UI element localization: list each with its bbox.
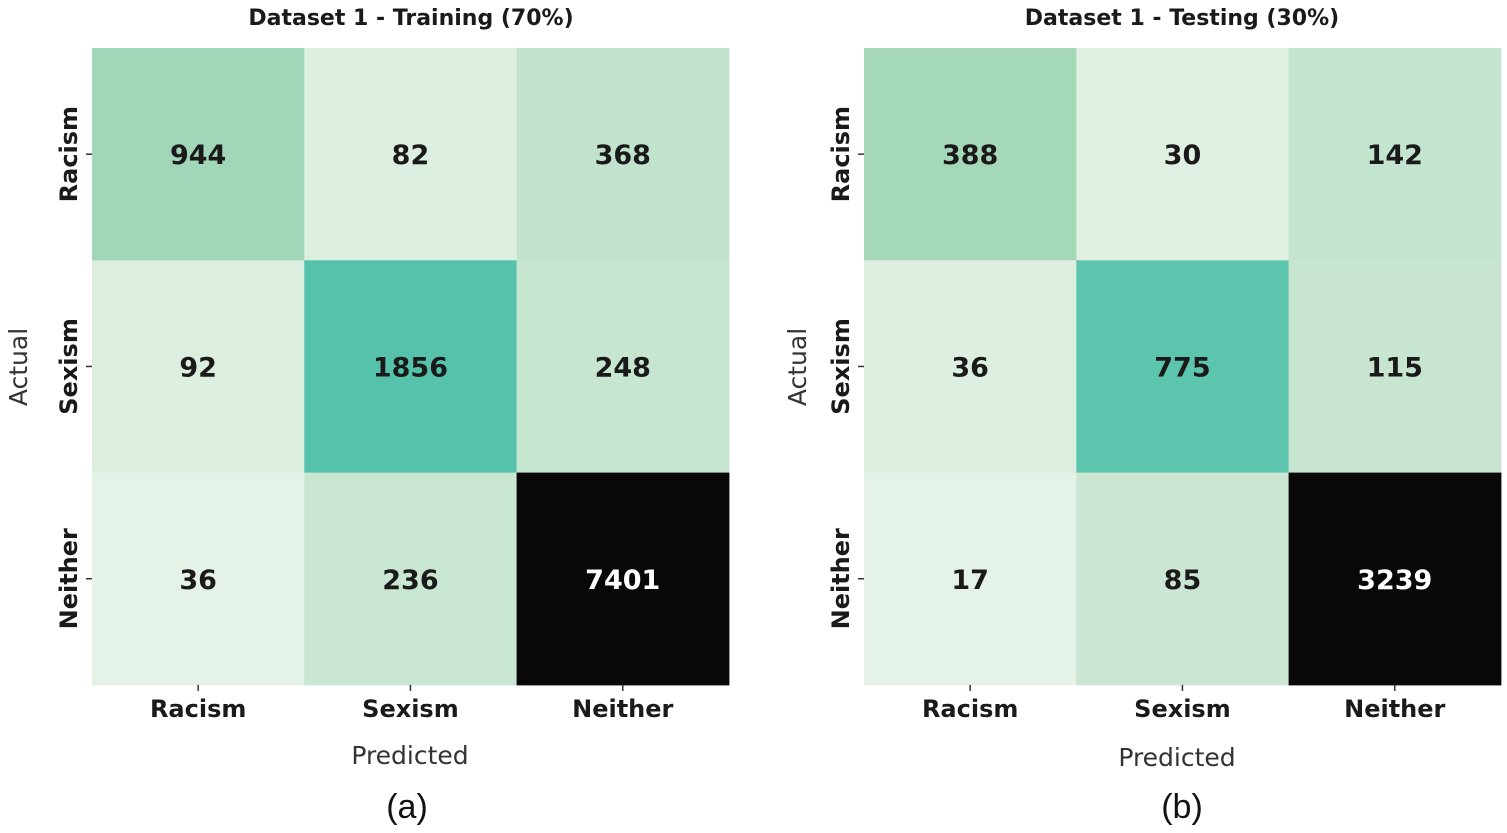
cell-value-label: 36 — [951, 352, 989, 383]
panel-b-title: Dataset 1 - Testing (30%) — [1025, 6, 1339, 31]
heatmap-cell — [516, 472, 730, 686]
heatmap-cell — [1076, 260, 1290, 474]
cell-value-label: 236 — [382, 565, 438, 596]
panel-b-x-ticks: Racism Sexism Neither — [922, 684, 1446, 723]
panel-a-y-ticks: Racism Sexism Neither — [55, 106, 92, 629]
heatmap-cell — [1288, 48, 1502, 261]
heatmap-cell — [864, 260, 1077, 474]
cell-value-label: 368 — [595, 140, 651, 171]
cell-value-label: 36 — [179, 565, 217, 596]
cell-value-label: 85 — [1164, 565, 1202, 596]
heatmap-cell — [92, 472, 305, 686]
panel-b: Dataset 1 - Testing (30%) 388 30 142 36 775 1… — [783, 6, 1502, 826]
cell-value-label: 944 — [170, 140, 226, 171]
panel-a-x-ticks: Racism Sexism Neither — [150, 684, 674, 723]
y-tick-label: Neither — [55, 528, 83, 629]
panel-a-y-axis-label: Actual — [4, 328, 33, 406]
cell-value-label: 248 — [595, 352, 651, 383]
x-tick-label: Sexism — [362, 695, 459, 723]
heatmap-cell — [1288, 472, 1502, 686]
panel-a-caption: (a) — [386, 788, 428, 826]
x-tick-label: Sexism — [1134, 695, 1231, 723]
panel-b-y-axis-label: Actual — [783, 328, 812, 406]
cell-value-label: 388 — [942, 140, 998, 171]
panel-a-cells: 944 82 368 92 1856 248 36 236 7401 — [92, 48, 730, 686]
cell-value-label: 1856 — [373, 352, 448, 383]
y-tick-label: Racism — [55, 106, 83, 202]
heatmap-cell — [864, 48, 1077, 261]
heatmap-cell — [1076, 472, 1290, 686]
y-tick-label: Racism — [827, 106, 855, 202]
y-tick-label: Sexism — [827, 318, 855, 415]
heatmap-cell — [304, 472, 518, 686]
panel-a: Dataset 1 - Training (70%) 944 82 368 92 185… — [4, 6, 730, 826]
panel-b-cells: 388 30 142 36 775 115 17 85 3239 — [864, 48, 1502, 686]
y-tick-label: Neither — [827, 528, 855, 629]
heatmap-cell — [304, 260, 518, 474]
y-tick-label: Sexism — [55, 318, 83, 415]
panel-a-title: Dataset 1 - Training (70%) — [248, 6, 573, 31]
heatmap-cell — [1288, 260, 1502, 474]
cell-value-label: 142 — [1367, 140, 1423, 171]
heatmap-cell — [516, 260, 730, 474]
heatmap-cell — [516, 48, 730, 261]
cell-value-label: 7401 — [585, 565, 660, 596]
panel-b-x-axis-label: Predicted — [1118, 743, 1235, 772]
cell-value-label: 92 — [179, 352, 217, 383]
cell-value-label: 82 — [392, 140, 430, 171]
heatmap-cell — [92, 260, 305, 474]
heatmap-cell — [304, 48, 518, 261]
heatmap-cell — [1076, 48, 1290, 261]
heatmap-cell — [92, 48, 305, 261]
x-tick-label: Neither — [572, 695, 673, 723]
x-tick-label: Neither — [1344, 695, 1445, 723]
x-tick-label: Racism — [922, 695, 1018, 723]
panel-b-caption: (b) — [1161, 788, 1203, 826]
cell-value-label: 3239 — [1357, 565, 1432, 596]
cell-value-label: 17 — [951, 565, 989, 596]
panel-b-y-ticks: Racism Sexism Neither — [827, 106, 864, 629]
cell-value-label: 115 — [1367, 352, 1423, 383]
cell-value-label: 775 — [1154, 352, 1210, 383]
x-tick-label: Racism — [150, 695, 246, 723]
heatmap-cell — [864, 472, 1077, 686]
cell-value-label: 30 — [1164, 140, 1202, 171]
panel-a-x-axis-label: Predicted — [351, 741, 468, 770]
